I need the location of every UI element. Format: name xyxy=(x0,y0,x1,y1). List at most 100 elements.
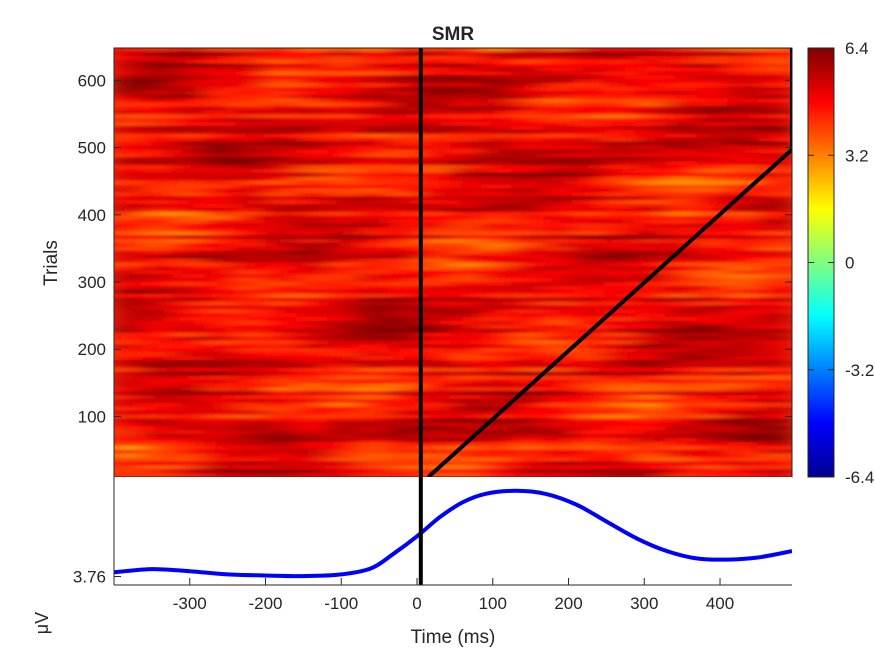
heatmap-cell xyxy=(634,465,672,470)
heatmap-cell xyxy=(573,145,611,150)
heatmap-cell xyxy=(234,328,272,334)
heatmap-cell xyxy=(419,254,456,260)
heatmap-cell xyxy=(141,94,179,100)
heatmap-cell xyxy=(295,301,333,306)
heatmap-cell xyxy=(326,282,364,287)
heatmap-cell xyxy=(511,67,549,72)
heatmap-cell xyxy=(172,465,210,470)
heatmap-cell xyxy=(234,98,272,104)
heatmap-cell xyxy=(542,219,580,225)
heatmap-cell xyxy=(172,266,210,271)
heatmap-cell xyxy=(758,176,792,182)
heatmap-cell xyxy=(542,71,580,76)
heatmap-cell xyxy=(573,352,611,357)
heatmap-cell xyxy=(357,118,395,123)
heatmap-cell xyxy=(357,122,395,127)
heatmap-cell xyxy=(203,402,241,408)
heatmap-cell xyxy=(727,114,765,119)
overlay-lines xyxy=(418,48,792,477)
heatmap-cell xyxy=(542,438,580,443)
heatmap-cell xyxy=(234,262,272,267)
heatmap-cell xyxy=(172,348,210,353)
heatmap-cell xyxy=(388,227,426,232)
heatmap-cell xyxy=(419,133,456,139)
heatmap-cell xyxy=(511,375,549,381)
heatmap-cell xyxy=(634,406,672,412)
heatmap-cell xyxy=(172,367,210,373)
heatmap-cell xyxy=(573,285,611,291)
heatmap-cell xyxy=(665,192,703,197)
heatmap-cell xyxy=(357,83,395,88)
heatmap-cell xyxy=(114,67,148,72)
heatmap-cell xyxy=(265,239,302,244)
heatmap-cell xyxy=(141,402,179,408)
heatmap-cell xyxy=(665,172,703,178)
heatmap-cell xyxy=(114,402,148,408)
heatmap-cell xyxy=(265,137,302,143)
heatmap-cell xyxy=(419,387,456,392)
heatmap-cell xyxy=(758,215,792,221)
heatmap-cell xyxy=(542,172,580,178)
heatmap-cell xyxy=(388,426,426,431)
heatmap-cell xyxy=(203,223,241,228)
heatmap-cell xyxy=(573,282,611,287)
heatmap-cell xyxy=(758,141,792,147)
heatmap-cell xyxy=(234,126,272,131)
heatmap-cell xyxy=(265,184,302,189)
heatmap-cell xyxy=(634,137,672,143)
heatmap-cell xyxy=(604,254,641,260)
heatmap-cell xyxy=(114,192,148,197)
heatmap-cell xyxy=(203,184,241,189)
heatmap-cell xyxy=(203,301,241,306)
heatmap-cell xyxy=(265,133,302,139)
heatmap-cell xyxy=(450,141,487,147)
heatmap-cell xyxy=(114,188,148,193)
heatmap-cell xyxy=(388,266,426,271)
heatmap-cell xyxy=(265,278,302,283)
heatmap-cell xyxy=(573,430,611,435)
heatmap-cell xyxy=(388,309,426,314)
heatmap-cell xyxy=(634,102,672,108)
heatmap-cell xyxy=(696,449,734,455)
heatmap-cell xyxy=(758,168,792,174)
heatmap-cell xyxy=(634,94,672,100)
heatmap-cell xyxy=(326,196,364,201)
heatmap-cell xyxy=(573,165,611,170)
heatmap-cell xyxy=(573,161,611,166)
heatmap-cell xyxy=(665,219,703,225)
heatmap-cell xyxy=(203,430,241,435)
heatmap-cell xyxy=(141,98,179,104)
heatmap-cell xyxy=(419,418,456,423)
colorbar-tick-label: 6.4 xyxy=(845,39,869,58)
heatmap-cell xyxy=(604,473,641,477)
heatmap-cell xyxy=(234,102,272,108)
heatmap-cell xyxy=(634,55,672,61)
heatmap-cell xyxy=(114,207,148,213)
heatmap-cell xyxy=(295,153,333,158)
heatmap-cell xyxy=(480,211,518,217)
heatmap-cell xyxy=(357,309,395,314)
heatmap-cell xyxy=(419,98,456,104)
heatmap-cell xyxy=(727,414,765,420)
heatmap-cell xyxy=(114,293,148,299)
heatmap-cell xyxy=(203,254,241,260)
heatmap-cell xyxy=(265,430,302,435)
heatmap-cell xyxy=(203,126,241,131)
heatmap-cell xyxy=(665,430,703,435)
heatmap-cell xyxy=(141,375,179,381)
heatmap-cell xyxy=(295,313,333,318)
heatmap-cell xyxy=(172,262,210,267)
heatmap-cell xyxy=(114,211,148,217)
heatmap-cell xyxy=(604,285,641,291)
heatmap-cell xyxy=(265,48,302,53)
heatmap-cell xyxy=(172,235,210,240)
heatmap-cell xyxy=(357,410,395,416)
heatmap-cell xyxy=(696,469,734,474)
heatmap-cell xyxy=(419,246,456,252)
heatmap-cell xyxy=(388,383,426,388)
heatmap-cell xyxy=(758,235,792,240)
heatmap-cell xyxy=(357,196,395,201)
heatmap-cell xyxy=(758,254,792,260)
heatmap-cell xyxy=(665,176,703,182)
heatmap-cell xyxy=(665,293,703,299)
